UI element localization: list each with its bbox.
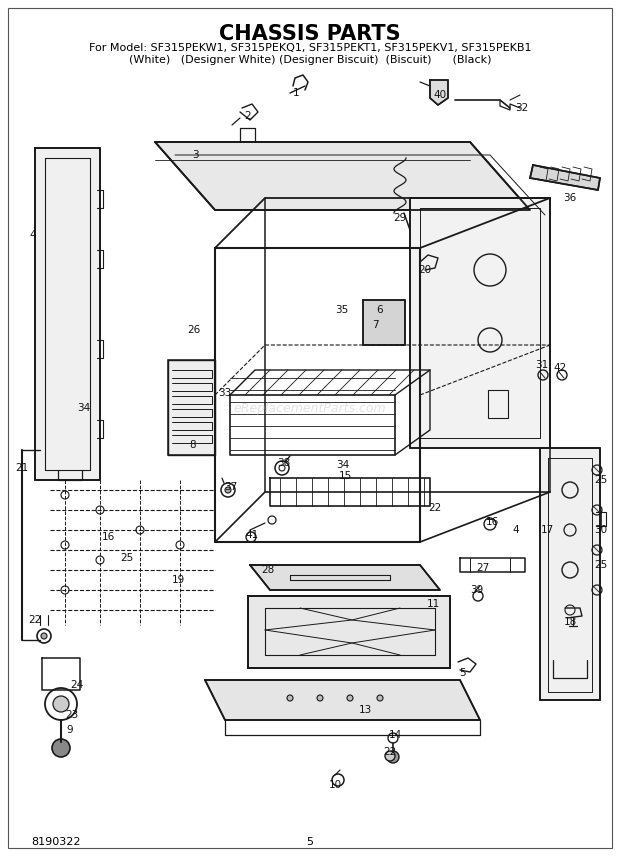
Text: 39: 39 <box>471 585 484 595</box>
Text: 36: 36 <box>564 193 577 203</box>
Circle shape <box>53 696 69 712</box>
Text: 21: 21 <box>16 463 29 473</box>
Polygon shape <box>250 565 440 590</box>
Circle shape <box>317 695 323 701</box>
Polygon shape <box>430 80 448 105</box>
Text: CHASSIS PARTS: CHASSIS PARTS <box>219 24 401 45</box>
Circle shape <box>387 751 399 763</box>
Text: 2: 2 <box>245 111 251 121</box>
Text: 31: 31 <box>536 360 549 370</box>
Text: 7: 7 <box>371 320 378 330</box>
Text: 20: 20 <box>418 265 432 275</box>
Text: 33: 33 <box>218 388 232 398</box>
Text: 9: 9 <box>67 725 73 735</box>
Text: 11: 11 <box>427 599 440 609</box>
Polygon shape <box>410 198 550 448</box>
Text: 5: 5 <box>306 837 314 847</box>
Text: 10: 10 <box>329 780 342 790</box>
Circle shape <box>52 739 70 757</box>
Circle shape <box>377 695 383 701</box>
Text: 38: 38 <box>277 458 291 468</box>
Text: 28: 28 <box>262 565 275 575</box>
Text: 8: 8 <box>190 440 197 450</box>
Text: 40: 40 <box>433 90 446 100</box>
Polygon shape <box>205 680 480 720</box>
Text: eReplacementParts.com: eReplacementParts.com <box>234 401 386 414</box>
Polygon shape <box>248 596 450 668</box>
Text: 30: 30 <box>595 525 608 535</box>
Text: 22: 22 <box>29 615 42 625</box>
Text: 19: 19 <box>171 575 185 585</box>
Polygon shape <box>530 165 600 190</box>
Text: (White)   (Designer White) (Designer Biscuit)  (Biscuit)      (Black): (White) (Designer White) (Designer Biscu… <box>129 55 491 65</box>
Text: 37: 37 <box>224 482 237 492</box>
Polygon shape <box>168 360 215 455</box>
Circle shape <box>385 751 395 761</box>
Text: 34: 34 <box>78 403 91 413</box>
Text: 15: 15 <box>339 471 352 481</box>
Text: 26: 26 <box>187 325 201 335</box>
Text: 3: 3 <box>192 150 198 160</box>
Text: 16: 16 <box>485 517 498 527</box>
Circle shape <box>287 695 293 701</box>
Text: 32: 32 <box>515 103 529 113</box>
Text: 25: 25 <box>120 553 134 563</box>
Text: 8190322: 8190322 <box>31 837 81 847</box>
Text: 34: 34 <box>337 460 350 470</box>
Circle shape <box>347 695 353 701</box>
Polygon shape <box>363 300 405 345</box>
Text: 4: 4 <box>513 525 520 535</box>
Text: 23: 23 <box>65 710 79 720</box>
Text: 18: 18 <box>564 617 577 627</box>
Text: 22: 22 <box>428 503 441 513</box>
Text: 35: 35 <box>335 305 348 315</box>
Text: 27: 27 <box>476 563 490 573</box>
Text: 6: 6 <box>377 305 383 315</box>
Text: 25: 25 <box>595 475 608 485</box>
Polygon shape <box>155 142 530 210</box>
Text: 25: 25 <box>595 560 608 570</box>
Text: 17: 17 <box>541 525 554 535</box>
Text: 22: 22 <box>383 747 397 757</box>
Text: 5: 5 <box>459 668 466 678</box>
Text: For Model: SF315PEKW1, SF315PEKQ1, SF315PEKT1, SF315PEKV1, SF315PEKB1: For Model: SF315PEKW1, SF315PEKQ1, SF315… <box>89 43 531 53</box>
Text: 13: 13 <box>358 705 371 715</box>
Text: 42: 42 <box>554 363 567 373</box>
Circle shape <box>225 487 231 493</box>
Text: 14: 14 <box>388 730 402 740</box>
Circle shape <box>41 633 47 639</box>
Bar <box>488 390 508 418</box>
Text: 4: 4 <box>30 230 37 240</box>
Text: 41: 41 <box>246 530 259 540</box>
Polygon shape <box>540 448 600 700</box>
Text: 16: 16 <box>102 532 115 542</box>
Text: 24: 24 <box>71 680 84 690</box>
Text: 1: 1 <box>293 88 299 98</box>
Text: 29: 29 <box>393 213 407 223</box>
Polygon shape <box>35 148 100 480</box>
